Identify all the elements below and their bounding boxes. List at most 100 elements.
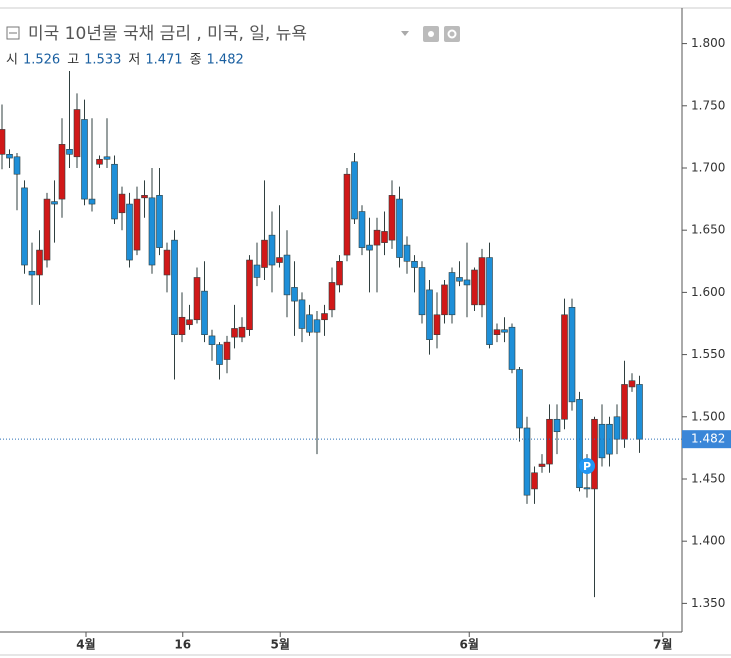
candle-body — [591, 418, 598, 490]
candle-body — [36, 249, 43, 276]
ohlc-value: 1.482 — [207, 53, 244, 68]
candle-body — [208, 335, 216, 345]
y-tick-label: 1.450 — [691, 471, 725, 485]
candle-body — [576, 399, 583, 488]
candle-body — [96, 158, 103, 165]
candle-body — [193, 277, 201, 321]
y-tick-label: 1.500 — [691, 409, 725, 423]
ohlc-label: 시 — [6, 53, 18, 68]
candle-body — [223, 341, 231, 360]
candle-body — [118, 193, 126, 214]
last-price-box — [682, 430, 731, 449]
candle-body — [283, 254, 291, 296]
candle-body — [103, 156, 111, 160]
marker — [579, 457, 595, 474]
candle-body — [291, 287, 298, 302]
candle-body — [568, 307, 576, 403]
candle-body — [156, 195, 163, 248]
candle-body — [306, 314, 313, 333]
y-tick-label: 1.650 — [691, 223, 725, 237]
collapse-icon[interactable] — [6, 26, 20, 40]
candle-body — [493, 329, 501, 335]
candle-body — [373, 229, 381, 246]
x-tick-label: 16 — [174, 638, 191, 652]
candle-body — [531, 472, 538, 490]
candle-body — [508, 326, 516, 370]
candle-body — [321, 313, 328, 321]
candle-body — [231, 328, 238, 338]
candle-body — [0, 129, 6, 155]
candle-body — [411, 260, 418, 268]
y-tick-label: 1.400 — [691, 534, 725, 548]
candle-body — [88, 198, 96, 205]
candle-body — [148, 197, 156, 266]
candle-body — [358, 211, 366, 248]
ohlc-value: 1.471 — [145, 53, 182, 68]
dropdown-icon[interactable] — [401, 31, 409, 36]
candle-body — [388, 195, 396, 241]
x-tick-label: 7월 — [653, 637, 672, 652]
candle-body — [396, 198, 403, 258]
x-tick-label: 5월 — [271, 637, 290, 652]
candle-body — [43, 198, 51, 261]
candle-body — [261, 239, 268, 268]
candle-body — [403, 244, 411, 262]
candle-body — [613, 416, 621, 440]
candle-body — [553, 418, 561, 433]
candle-body — [636, 384, 643, 440]
candle-body — [216, 344, 223, 365]
ohlc-value: 1.526 — [23, 53, 60, 68]
candle-body — [141, 195, 148, 199]
ohlc-label: 저 — [128, 53, 140, 68]
candle-body — [28, 270, 36, 276]
candle-body — [126, 203, 133, 261]
candle-body — [448, 272, 456, 316]
candle-body — [21, 187, 28, 266]
candle-body — [546, 418, 553, 465]
y-tick-label: 1.700 — [691, 160, 725, 174]
candle-body — [201, 290, 208, 335]
candle-body — [486, 257, 493, 345]
candle-body — [501, 329, 508, 333]
ohlc-value: 1.533 — [84, 53, 121, 68]
candle-body — [433, 314, 441, 335]
settings-icon-gear — [447, 29, 457, 39]
candle-body — [246, 259, 253, 331]
candle-body — [516, 369, 523, 429]
candle-body — [523, 427, 531, 496]
candle-body — [313, 319, 321, 333]
candle-body — [561, 314, 568, 420]
candle-body — [583, 487, 591, 490]
chart-title: 미국 10년물 국채 금리 , 미국, 일, 뉴욕 — [28, 24, 307, 44]
ohlc-label: 고 — [67, 53, 79, 68]
candle-body — [58, 144, 66, 200]
last-price-label: 1.482 — [691, 432, 725, 446]
candle-body — [66, 149, 73, 155]
candle-body — [441, 284, 448, 316]
y-tick-label: 1.800 — [691, 36, 725, 50]
candle-body — [51, 201, 58, 205]
candle-body — [268, 234, 276, 266]
candle-body — [628, 380, 636, 388]
candle-body — [598, 423, 606, 459]
ohlc-label: 종 — [190, 53, 202, 68]
y-tick-label: 1.350 — [691, 596, 725, 610]
candle-body — [366, 244, 373, 251]
candle-body — [238, 326, 246, 338]
y-tick-label: 1.750 — [691, 98, 725, 112]
candle-body — [478, 257, 486, 306]
candle-body — [163, 249, 171, 276]
candle-body — [343, 173, 351, 256]
candle-body — [621, 384, 628, 440]
settings-icon[interactable] — [444, 26, 460, 42]
candle-body — [253, 264, 261, 278]
candle-body — [13, 156, 21, 175]
x-tick-label: 4월 — [76, 637, 95, 652]
candle-body — [6, 154, 13, 159]
y-tick-label: 1.600 — [691, 285, 725, 299]
candle-body — [73, 109, 81, 158]
candle-body — [178, 316, 186, 335]
candle-body — [456, 277, 463, 282]
